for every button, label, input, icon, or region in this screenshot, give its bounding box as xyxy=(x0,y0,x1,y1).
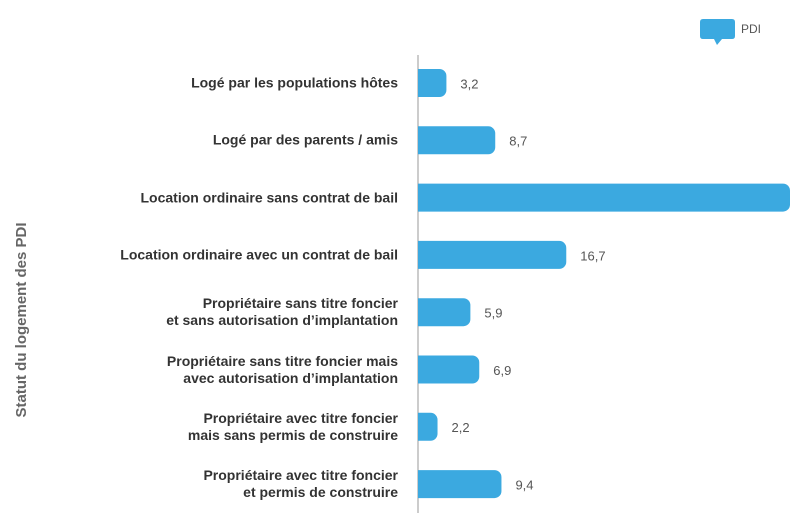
category-label: Location ordinaire avec un contrat de ba… xyxy=(120,246,398,263)
category-label: Logé par des parents / amis xyxy=(212,131,398,148)
bar xyxy=(418,240,567,269)
category-label: Logé par les populations hôtes xyxy=(191,74,398,91)
y-axis-label: Statut du logement des PDI xyxy=(13,222,30,417)
bar xyxy=(418,69,447,97)
value-label: 3,2 xyxy=(460,76,478,91)
bar xyxy=(418,298,471,327)
value-label: 5,9 xyxy=(484,306,502,321)
category-label: Location ordinaire sans contrat de bail xyxy=(140,189,399,206)
category-label: Propriétaire sans titre foncier mais ave… xyxy=(166,352,398,386)
category-label: Propriétaire avec titre foncier mais san… xyxy=(187,409,398,443)
legend-swatch xyxy=(700,19,735,45)
value-label: 2,2 xyxy=(452,420,470,435)
legend-label: PDI xyxy=(741,22,761,36)
category-label: Propriétaire sans titre foncier et sans … xyxy=(166,295,398,329)
value-label: 8,7 xyxy=(509,134,527,149)
value-label: 6,9 xyxy=(493,363,511,378)
bar xyxy=(418,183,790,212)
value-label: 16,7 xyxy=(580,248,605,263)
value-label: 9,4 xyxy=(515,478,533,493)
bar xyxy=(418,355,480,384)
bar xyxy=(418,470,502,499)
bar xyxy=(418,412,438,441)
category-label: Propriétaire avec titre foncier et permi… xyxy=(203,467,398,501)
bar xyxy=(418,126,496,155)
